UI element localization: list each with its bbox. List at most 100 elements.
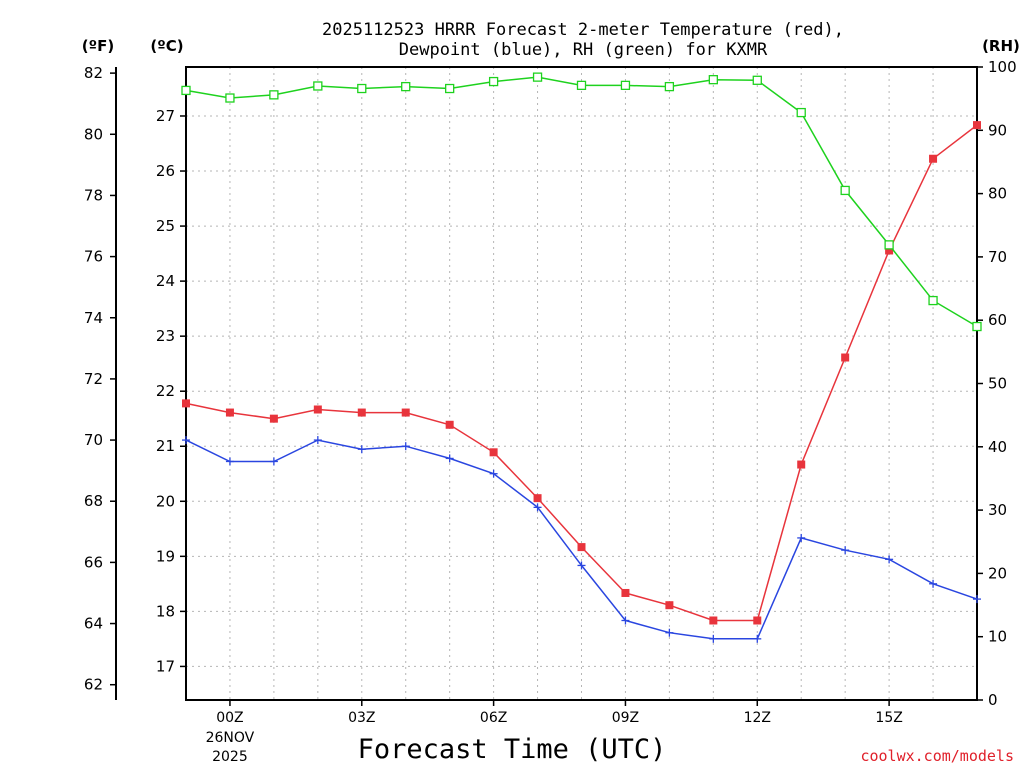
rh-tick-label: 10 — [988, 628, 1007, 646]
x-tick-label: 12Z — [744, 710, 771, 726]
temperature-point — [797, 460, 806, 469]
temperature-point — [313, 405, 322, 414]
dewpoint-point — [182, 436, 190, 445]
rh-axis-unit: (RH) — [982, 37, 1020, 55]
temperature-point — [929, 154, 938, 163]
rh-tick-label: 100 — [988, 58, 1017, 76]
dewpoint-point — [929, 579, 938, 588]
data-series — [181, 72, 982, 643]
dewpoint-point — [225, 457, 234, 466]
temperature-point — [445, 420, 454, 429]
rh-point — [796, 107, 806, 118]
temperature-point — [753, 616, 762, 625]
dewpoint-point — [489, 469, 498, 478]
c-tick-label: 17 — [156, 657, 175, 675]
c-tick-label: 26 — [156, 162, 175, 180]
x-tick-year: 2025 — [212, 749, 248, 765]
x-tick-date: 26NOV — [206, 730, 255, 746]
temperature-point — [357, 408, 366, 417]
temperature-point — [577, 543, 586, 552]
rh-point — [357, 83, 367, 94]
dewpoint-point — [357, 445, 366, 454]
dewpoint-point — [577, 561, 586, 570]
f-tick-label: 68 — [84, 492, 103, 510]
plot-frame — [185, 66, 978, 701]
rh-tick-label: 0 — [988, 691, 998, 709]
c-tick-label: 22 — [156, 382, 175, 400]
rh-point — [752, 75, 762, 85]
dewpoint-point — [621, 616, 630, 625]
temperature-point — [489, 448, 498, 457]
f-tick-label: 82 — [84, 64, 103, 82]
temperature-point — [621, 588, 630, 597]
celsius-axis-unit: (ºC) — [150, 37, 183, 55]
rh-tick-label: 70 — [988, 248, 1007, 266]
rh-point — [928, 295, 938, 306]
credit-text: coolwx.com/models — [860, 747, 1014, 765]
tick-labels: 62 64 66 68 70 72 74 76 78 80 82 17 18 19 20 21 22 23 24 25… — [84, 58, 1017, 765]
rh-point — [620, 80, 631, 91]
rh-tick-label: 50 — [988, 375, 1007, 393]
chart-title-line1: 2025112523 HRRR Forecast 2-meter Tempera… — [322, 20, 844, 40]
rh-point — [708, 75, 718, 85]
temperature-point — [182, 399, 190, 408]
grid-lines — [186, 67, 977, 700]
c-tick-label: 21 — [156, 437, 175, 455]
temperature-point — [973, 121, 981, 130]
f-tick-label: 80 — [84, 125, 103, 143]
rh-point — [664, 81, 675, 92]
rh-point — [884, 240, 894, 250]
f-tick-label: 74 — [84, 309, 103, 327]
rh-point — [532, 72, 543, 82]
chart-title-line2: Dewpoint (blue), RH (green) for KXMR — [399, 40, 768, 60]
dewpoint-point — [797, 533, 806, 542]
rh-point — [445, 83, 455, 94]
f-tick-label: 72 — [84, 370, 103, 388]
dewpoint-point — [445, 454, 454, 463]
temperature-point — [225, 408, 234, 417]
fahrenheit-axis-unit: (ºF) — [82, 37, 114, 55]
dewpoint-point — [533, 503, 542, 512]
x-tick-label: 03Z — [348, 710, 375, 726]
temperature-point — [533, 494, 542, 503]
dewpoint-point — [753, 634, 762, 643]
f-tick-label: 76 — [84, 248, 103, 266]
rh-tick-label: 40 — [988, 438, 1007, 456]
c-tick-label: 19 — [156, 547, 175, 565]
rh-point — [181, 85, 191, 96]
axes — [110, 66, 983, 706]
rh-point — [576, 80, 587, 91]
f-tick-label: 66 — [84, 553, 103, 571]
rh-point — [840, 185, 850, 196]
rh-tick-label: 80 — [988, 185, 1007, 203]
c-tick-label: 24 — [156, 272, 175, 290]
dewpoint-point — [665, 628, 674, 637]
f-tick-label: 62 — [84, 676, 103, 694]
dewpoint-point — [269, 457, 278, 466]
temperature-point — [269, 414, 278, 423]
f-tick-label: 64 — [84, 615, 103, 633]
rh-point — [488, 76, 499, 87]
dewpoint-point — [973, 595, 981, 604]
rh-tick-label: 60 — [988, 311, 1007, 329]
temperature-point — [885, 246, 894, 255]
temperature-point — [709, 616, 718, 625]
rh-point — [972, 321, 982, 332]
rh-tick-label: 30 — [988, 501, 1007, 519]
c-tick-label: 23 — [156, 327, 175, 345]
dewpoint-point — [401, 442, 410, 451]
x-tick-label: 06Z — [480, 710, 507, 726]
rh-point — [401, 81, 411, 92]
rh-point — [269, 90, 279, 100]
dewpoint-point — [313, 436, 322, 445]
c-tick-label: 18 — [156, 602, 175, 620]
rh-point — [313, 81, 323, 91]
x-tick-label: 00Z — [216, 710, 243, 726]
rh-point — [225, 93, 235, 103]
x-tick-label: 15Z — [875, 710, 902, 726]
temperature-point — [841, 353, 850, 362]
c-tick-label: 27 — [156, 107, 175, 125]
temperature-point — [401, 408, 410, 417]
dewpoint-point — [709, 634, 718, 643]
